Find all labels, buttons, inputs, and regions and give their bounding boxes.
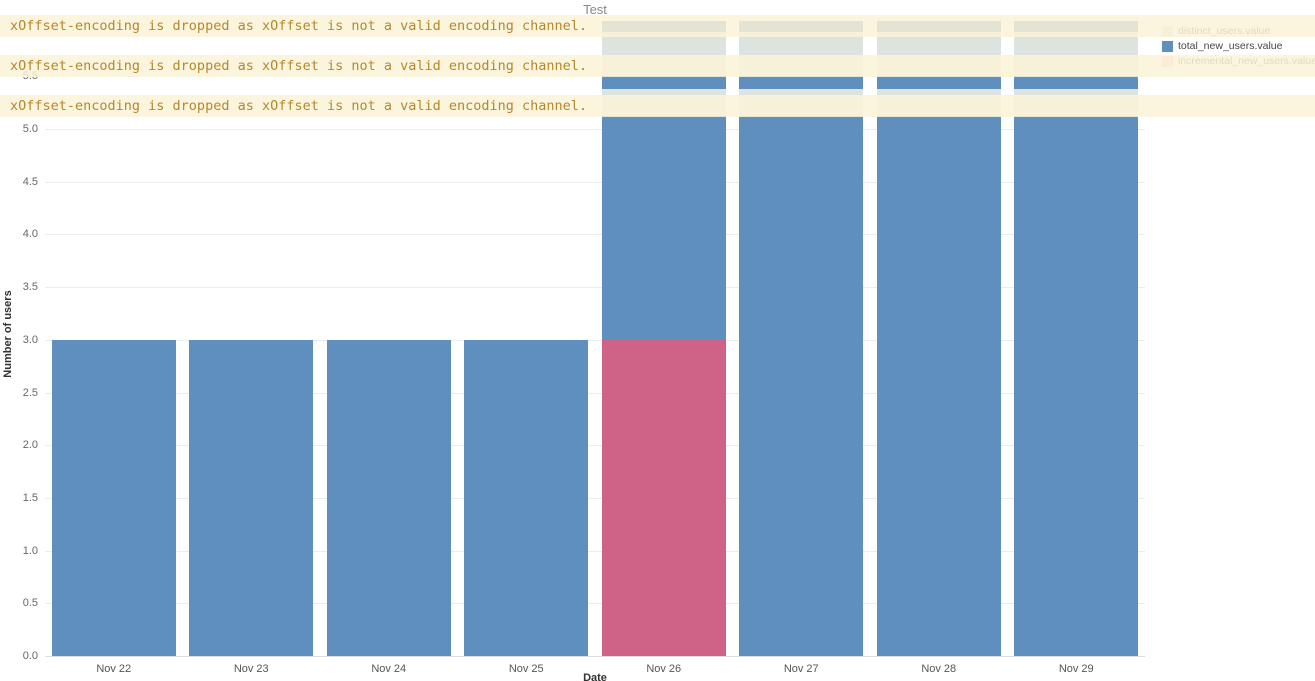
y-tick-label: 1.0: [22, 544, 38, 557]
y-tick-label: 5.0: [22, 123, 38, 135]
gridline: [45, 550, 1145, 552]
bar-segment-nov-26[interactable]: [601, 76, 726, 89]
x-tick-label-nov-24: Nov 24: [371, 663, 407, 675]
x-tick-label-nov-25: Nov 25: [508, 663, 544, 675]
y-tick-label: 3.0: [22, 333, 38, 346]
x-tick-label-nov-29: Nov 29: [1058, 663, 1094, 675]
gridline: [45, 339, 1145, 341]
bar-segment-nov-27[interactable]: [739, 116, 864, 656]
bar-segment-nov-26[interactable]: [601, 339, 726, 656]
x-axis-title: Date: [583, 672, 607, 681]
gridline: [45, 603, 1145, 605]
bar-segment-nov-27[interactable]: [739, 76, 864, 89]
y-tick-label: 2.0: [22, 439, 38, 452]
bar-segment-nov-24[interactable]: [326, 339, 451, 656]
x-tick-label-nov-28: Nov 28: [921, 663, 957, 675]
x-tick-label-nov-26: Nov 26: [646, 663, 682, 675]
bar-segment-nov-25[interactable]: [464, 339, 589, 656]
y-tick-label: 3.5: [22, 281, 38, 294]
y-tick-label: 4.5: [22, 175, 38, 188]
y-tick-label: 0.5: [22, 597, 38, 610]
y-tick-label: 4.0: [22, 228, 38, 241]
bar-segment-nov-22[interactable]: [51, 339, 176, 656]
gridline: [45, 287, 1145, 289]
bar-segment-nov-28[interactable]: [876, 76, 1001, 89]
gridline: [45, 234, 1145, 236]
warning-message-3: xOffset-encoding is dropped as xOffset i…: [0, 95, 1315, 117]
gridline: [45, 181, 1145, 183]
gridline: [45, 392, 1145, 394]
x-tick-label-nov-22: Nov 22: [96, 663, 132, 675]
gridline: [45, 129, 1145, 130]
bar-segment-nov-23[interactable]: [189, 339, 314, 656]
y-tick-label: 2.5: [22, 386, 38, 399]
bar-segment-nov-29[interactable]: [1014, 76, 1139, 89]
x-axis-line: [45, 656, 1145, 657]
legend-label-total-new-users: total_new_users.value: [1178, 40, 1283, 52]
gridline: [45, 445, 1145, 447]
warning-message-2: xOffset-encoding is dropped as xOffset i…: [0, 55, 1315, 77]
legend-item-total-new-users: total_new_users.value: [1162, 40, 1315, 52]
bar-segment-nov-26[interactable]: [601, 116, 726, 340]
bar-segment-nov-29[interactable]: [1014, 116, 1139, 656]
bar-segment-nov-28[interactable]: [876, 116, 1001, 656]
warning-message-1: xOffset-encoding is dropped as xOffset i…: [0, 15, 1315, 37]
chart-title: Test: [583, 2, 607, 17]
y-tick-label: 1.5: [22, 491, 38, 504]
y-tick-label: 0.0: [22, 650, 38, 662]
legend-swatch-total-new-users-icon: [1162, 40, 1173, 52]
gridline: [45, 497, 1145, 499]
y-axis-title: Number of users: [2, 290, 14, 378]
x-tick-label-nov-23: Nov 23: [233, 663, 269, 675]
x-tick-label-nov-27: Nov 27: [783, 663, 819, 675]
